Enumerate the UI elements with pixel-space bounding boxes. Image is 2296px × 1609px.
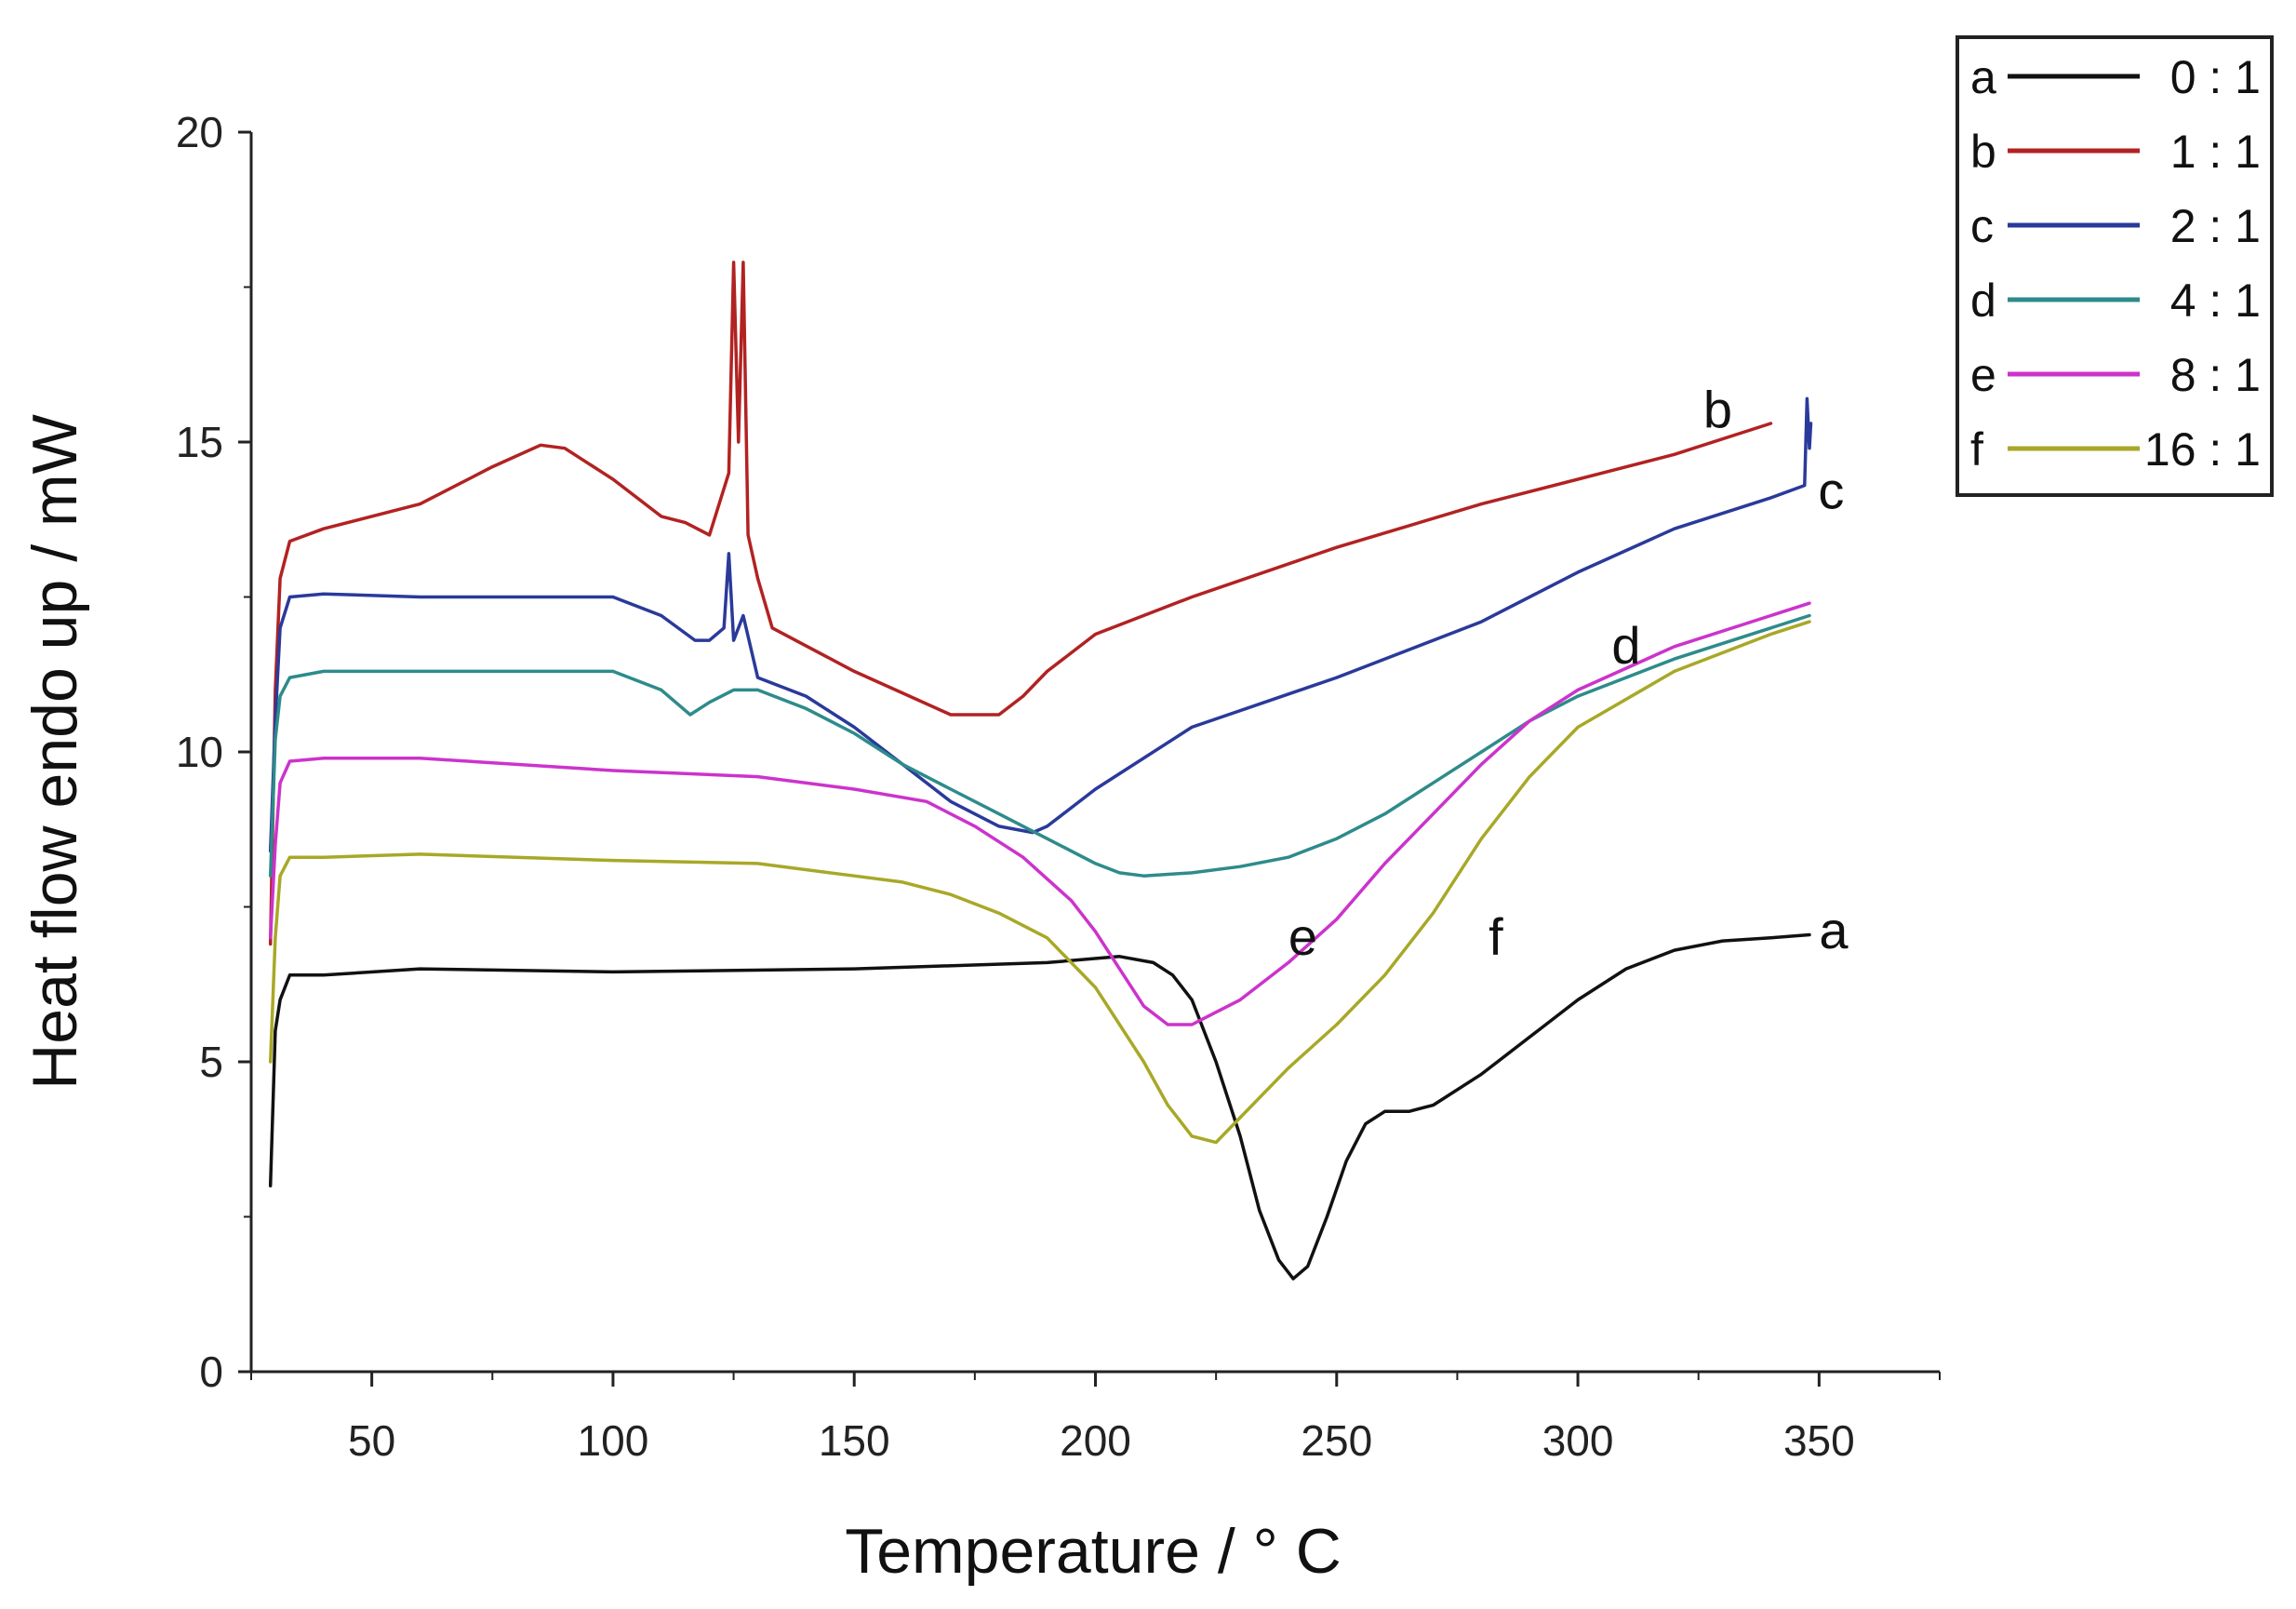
curve-label-c: c [1818, 461, 1844, 519]
legend-items: a 0 : 1 b 1 : 1 c 2 : 1 d 4 : 1 e 8 : 1 f 16 : 1 [1970, 51, 2261, 476]
legend-letter-d: d [1970, 275, 1996, 327]
legend-letter-e: e [1970, 349, 1996, 401]
y-axis-title: Heat flow endo up / mW [20, 414, 90, 1090]
y-ticks: 0 5 10 15 20 [176, 108, 251, 1396]
curve-label-a: a [1819, 901, 1849, 959]
y-tick-label: 15 [176, 418, 223, 466]
x-tick-label: 150 [819, 1416, 890, 1465]
series-line-c [268, 396, 1813, 853]
curve-label-b: b [1703, 381, 1732, 439]
x-ticks: 50 100 150 200 250 300 350 [250, 1372, 1941, 1465]
x-tick-label: 250 [1301, 1416, 1372, 1465]
series-line-b [268, 261, 1773, 946]
series-layer [268, 261, 1813, 1280]
legend-ratio-d: 4 : 1 [2170, 275, 2261, 327]
legend-letter-a: a [1970, 51, 1996, 103]
legend-ratio-a: 0 : 1 [2170, 51, 2261, 103]
series-line-d [268, 613, 1811, 878]
series-line-e [268, 601, 1811, 1026]
x-axis-title: Temperature / ° C [845, 1516, 1342, 1587]
legend-letter-c: c [1970, 200, 1994, 252]
series-line-a [268, 932, 1811, 1280]
x-tick-label: 100 [578, 1416, 649, 1465]
legend-ratio-f: 16 : 1 [2144, 423, 2261, 476]
curve-label-d: d [1611, 616, 1640, 675]
y-tick-label: 5 [199, 1038, 223, 1086]
legend-ratio-b: 1 : 1 [2170, 126, 2261, 178]
y-tick-label: 0 [199, 1348, 223, 1396]
legend-ratio-e: 8 : 1 [2170, 349, 2261, 401]
curve-label-e: e [1288, 907, 1317, 966]
legend-ratio-c: 2 : 1 [2170, 200, 2261, 252]
x-tick-label: 350 [1783, 1416, 1855, 1465]
series-line-f [268, 620, 1811, 1145]
x-tick-label: 200 [1060, 1416, 1131, 1465]
legend: a 0 : 1 b 1 : 1 c 2 : 1 d 4 : 1 e 8 : 1 f 16 : 1 [1956, 35, 2274, 497]
y-tick-label: 10 [176, 728, 223, 776]
legend-letter-b: b [1970, 126, 1996, 178]
curve-labels: a b c d e f [1288, 381, 1849, 966]
x-tick-label: 300 [1542, 1416, 1614, 1465]
x-tick-label: 50 [348, 1416, 395, 1465]
legend-letter-f: f [1970, 423, 1983, 476]
curve-label-f: f [1488, 907, 1503, 966]
y-tick-label: 20 [176, 108, 223, 156]
legend-box [1956, 35, 2274, 497]
